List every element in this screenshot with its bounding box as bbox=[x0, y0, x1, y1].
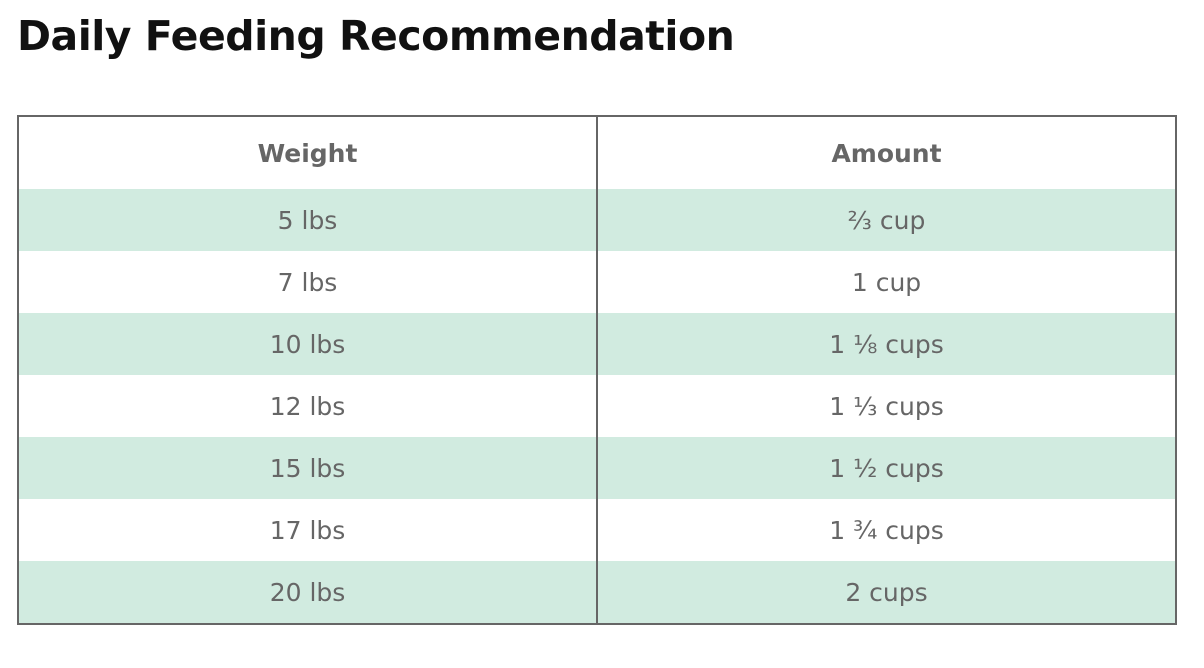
table-row: 7 lbs 1 cup bbox=[18, 251, 1176, 313]
amount-cell: 1 cup bbox=[596, 251, 1176, 313]
weight-cell: 20 lbs bbox=[18, 561, 597, 624]
table-row: 15 lbs 1 ½ cups bbox=[18, 437, 1176, 499]
weight-cell: 17 lbs bbox=[269, 515, 346, 545]
amount-cell: 1 ⅛ cups bbox=[596, 313, 1176, 375]
amount-cell: 1 ½ cups bbox=[596, 437, 1176, 499]
header-weight: Weight bbox=[257, 138, 358, 168]
table-row: 17 lbs 1 ¾ cups bbox=[18, 499, 1176, 561]
header-amount: Amount bbox=[596, 116, 1176, 189]
weight-cell: 12 lbs bbox=[269, 391, 346, 421]
amount-cell: 1 ¾ cups bbox=[596, 499, 1176, 561]
amount-cell: 2 cups bbox=[596, 561, 1176, 624]
table-row: 12 lbs 1 ⅓ cups bbox=[18, 375, 1176, 437]
page-title: Daily Feeding Recommendation bbox=[17, 12, 735, 60]
weight-cell: 10 lbs bbox=[18, 313, 597, 375]
header-row: Weight Amount bbox=[18, 116, 1176, 189]
weight-cell: 7 lbs bbox=[277, 267, 338, 297]
table-row: 20 lbs 2 cups bbox=[18, 561, 1176, 624]
amount-cell: 1 ⅓ cups bbox=[596, 375, 1176, 437]
weight-cell: 15 lbs bbox=[18, 437, 597, 499]
table-row: 5 lbs ⅔ cup bbox=[18, 189, 1176, 251]
amount-cell: ⅔ cup bbox=[596, 189, 1176, 251]
table-row: 10 lbs 1 ⅛ cups bbox=[18, 313, 1176, 375]
weight-cell: 5 lbs bbox=[18, 189, 597, 251]
feeding-table: Weight Amount 5 lbs ⅔ cup 7 lbs 1 cup 10 lbs… bbox=[17, 115, 1177, 625]
